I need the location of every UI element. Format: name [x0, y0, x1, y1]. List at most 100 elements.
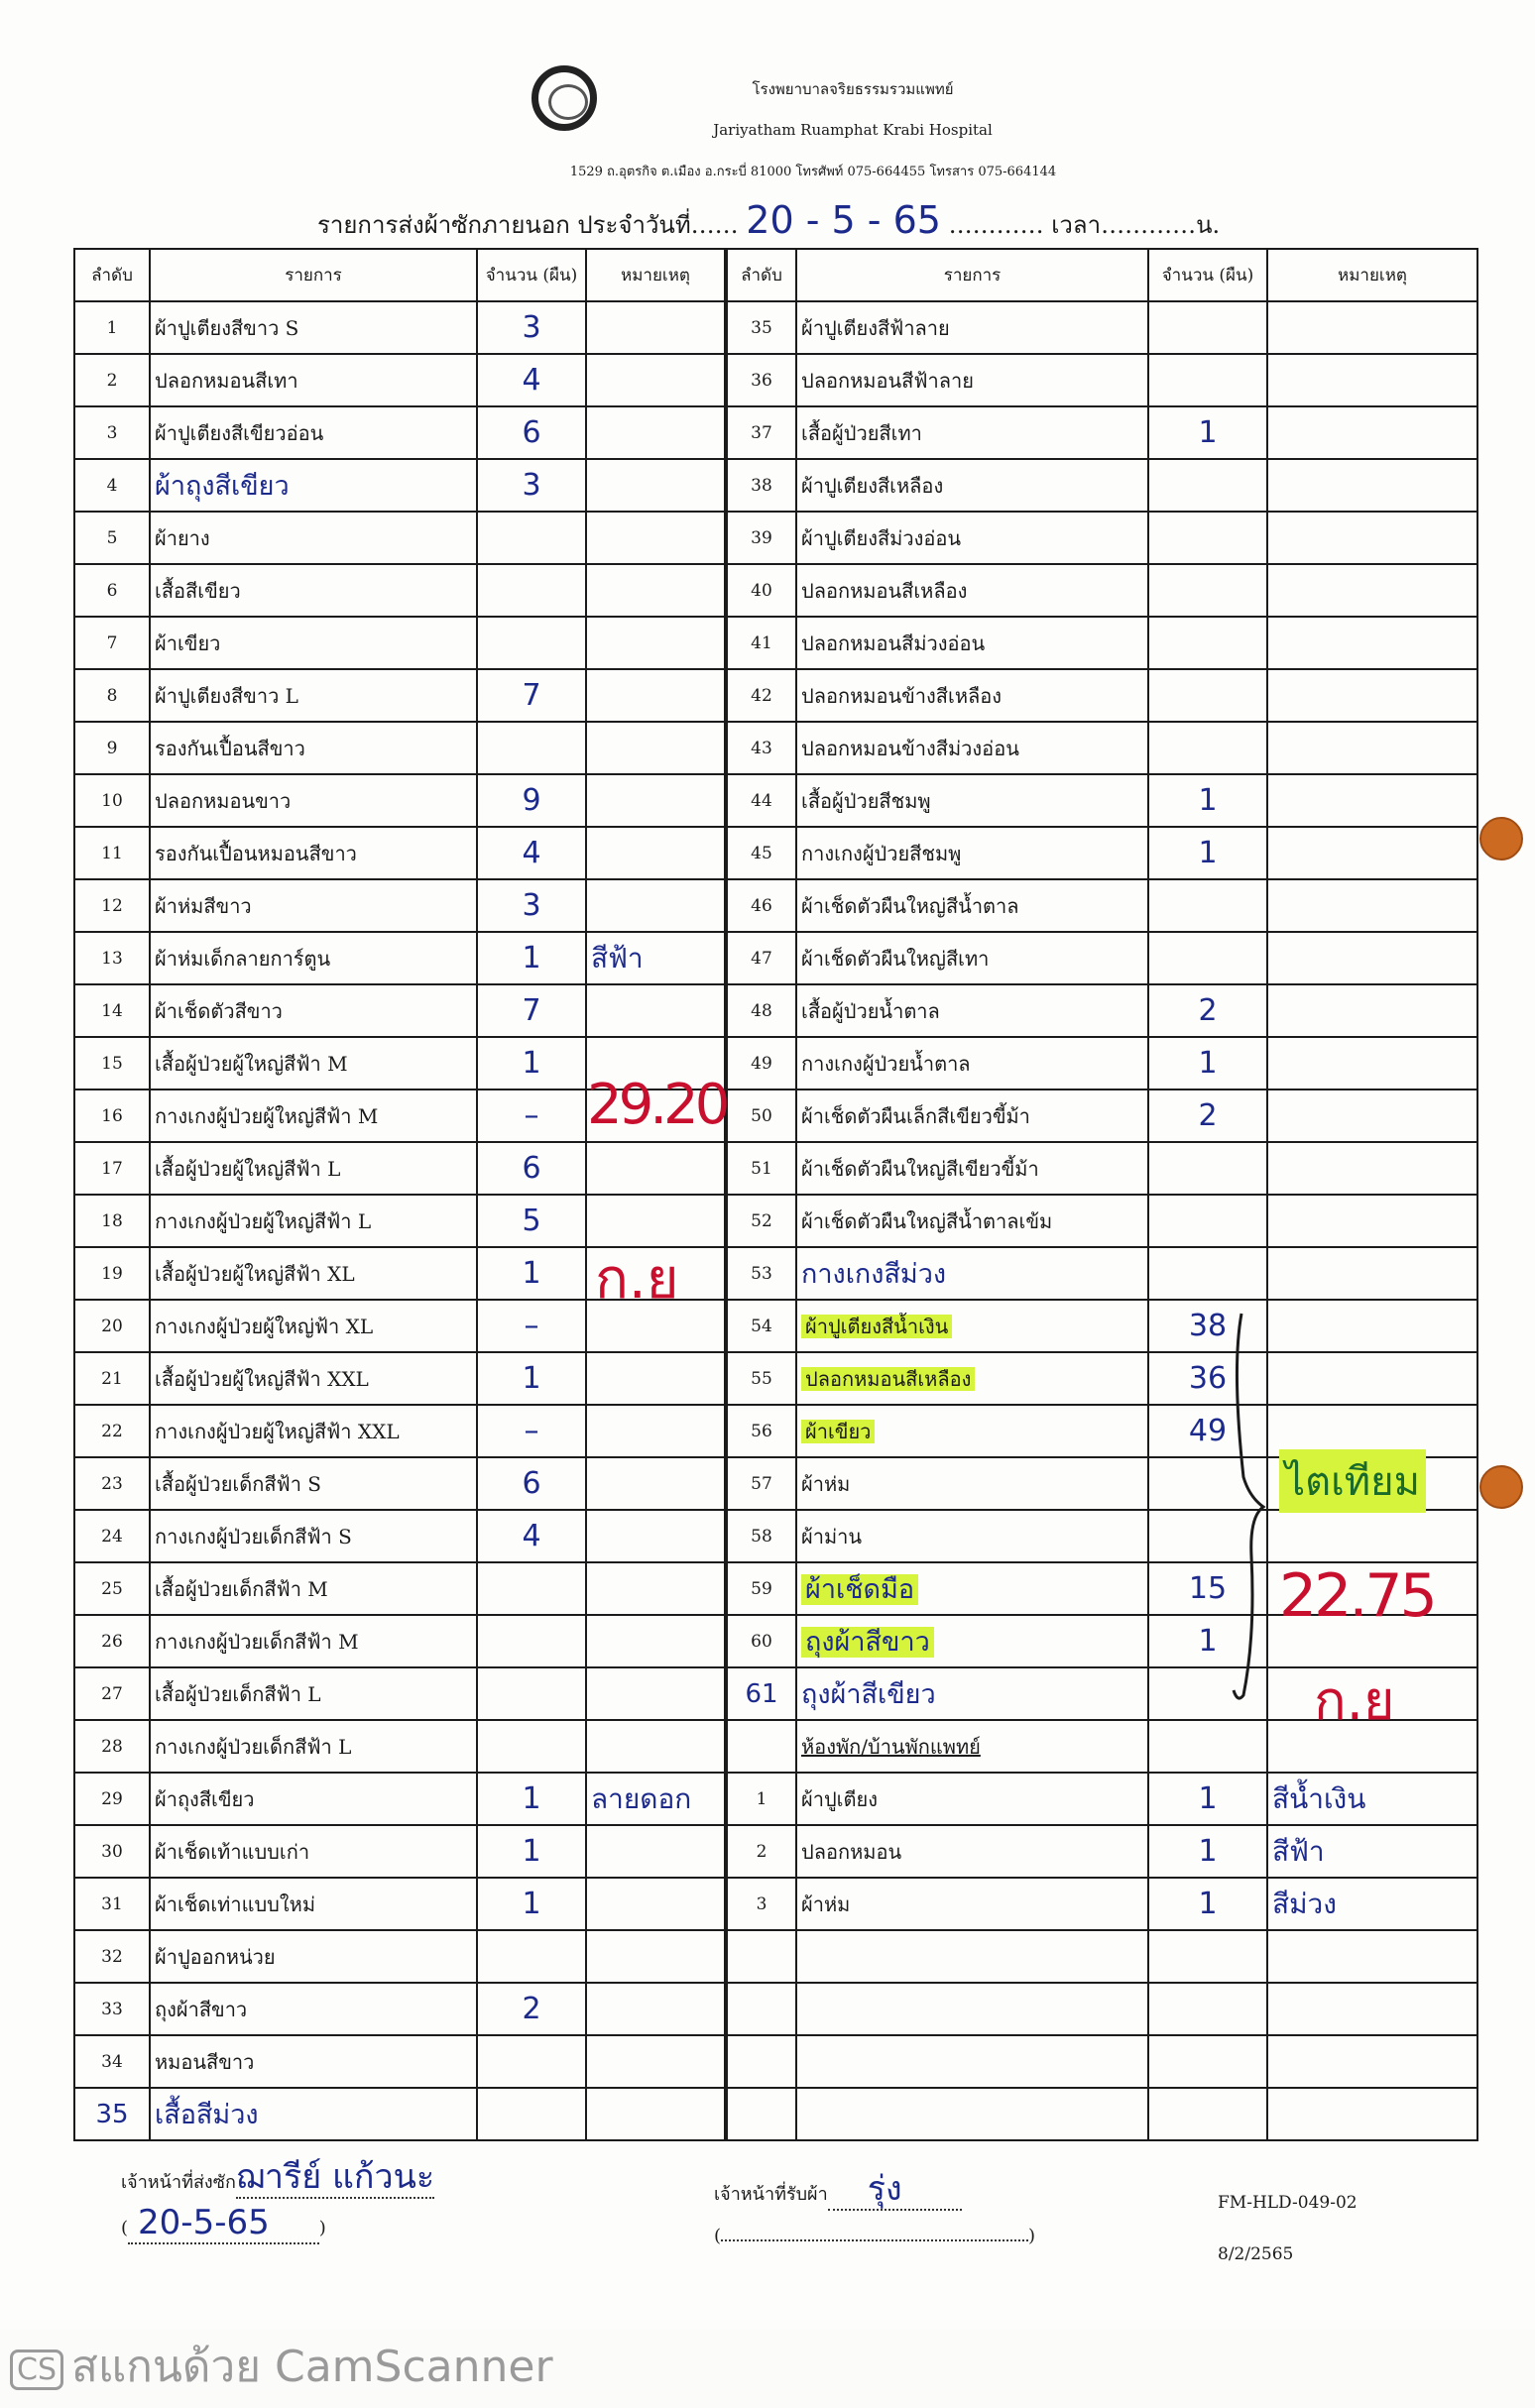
quantity-value: 1 — [1198, 1624, 1218, 1659]
note-cell — [585, 1036, 727, 1090]
time-label: เวลา — [1051, 211, 1102, 239]
note-cell — [585, 300, 727, 355]
item-name: กางเกงผู้ป่วยผู้ใหญ่สีฟ้า M — [149, 1089, 478, 1143]
item-label: ผ้าถุงสีเขียว — [155, 1786, 255, 1811]
table-row: 24 กางเกงผู้ป่วยเด็กสีฟ้า S 4 58 ผ้าม่าน — [73, 1509, 1478, 1563]
table-row: 25 เสื้อผู้ป่วยเด็กสีฟ้า M 59 ผ้าเช็ดมือ 15 — [73, 1561, 1478, 1616]
quantity-value: 5 — [522, 1204, 541, 1238]
row-number: 44 — [724, 773, 797, 828]
col-item: รายการ — [795, 248, 1149, 302]
quantity-value: 1 — [522, 1834, 541, 1869]
row-number-text: 21 — [101, 1368, 123, 1389]
quantity-cell: 1 — [476, 1246, 587, 1301]
quantity-cell: 2 — [476, 1982, 587, 2036]
row-number: 19 — [73, 1246, 151, 1301]
row-number: 58 — [724, 1509, 797, 1563]
quantity-cell: 49 — [1147, 1404, 1268, 1458]
item-name: เสื้อผู้ป่วยเด็กสีฟ้า L — [149, 1666, 478, 1721]
row-number-text: 13 — [101, 948, 123, 969]
item-label: ผ้าห่มเด็กลายการ์ตูน — [155, 946, 331, 971]
item-label: เสื้อผู้ป่วยผู้ใหญ่สีฟ้า XL — [155, 1261, 355, 1286]
row-number-text: 38 — [751, 475, 772, 496]
receiver-label: เจ้าหน้าที่รับผ้า — [714, 2184, 828, 2205]
row-number: 3 — [724, 1877, 797, 1931]
note-cell — [585, 1929, 727, 1984]
item-label: ผ้าปูเตียงสีเหลือง — [801, 473, 944, 498]
item-name: ผ้าปูเตียงสีฟ้าลาย — [795, 300, 1149, 355]
date-handwritten: 20 - 5 - 65 — [746, 198, 941, 242]
quantity-cell: 1 — [476, 1877, 587, 1931]
item-name: ผ้าเช็ดตัวผืนใหญ่สีเทา — [795, 931, 1149, 985]
item-label: กางเกงผู้ป่วยผู้ใหญ่สีฟ้า L — [155, 1208, 372, 1233]
item-name: ถุงผ้าสีขาว — [795, 1614, 1149, 1668]
table-row: 28 กางเกงผู้ป่วยเด็กสีฟ้า L ห้องพัก/บ้านพั… — [73, 1719, 1478, 1774]
item-name: ถุงผ้าสีเขียว — [795, 1666, 1149, 1721]
item-name: ผ้าปูเตียงสีขาว L — [149, 668, 478, 723]
quantity-value: 1 — [522, 1781, 541, 1816]
row-number: 13 — [73, 931, 151, 985]
quantity-value: 36 — [1188, 1361, 1228, 1396]
left-unit-annotation: ก.ย — [595, 1247, 679, 1312]
form-title: รายการส่งผ้าซักภายนอก ประจำวันที่ — [317, 211, 691, 239]
dept-annotation: ไตเทียม — [1279, 1449, 1426, 1513]
item-name: กางเกงผู้ป่วยผู้ใหญ่สีฟ้า XXL — [149, 1404, 478, 1458]
col-note: หมายเหตุ — [1266, 248, 1478, 302]
item-name: รองกันเปื้อนหมอนสีขาว — [149, 826, 478, 880]
quantity-cell — [1147, 1509, 1268, 1563]
row-number: 45 — [724, 826, 797, 880]
quantity-cell — [1147, 616, 1268, 670]
item-name: ผ้าเขียว — [149, 616, 478, 670]
row-number: 32 — [73, 1929, 151, 1984]
quantity-cell: 1 — [1147, 1772, 1268, 1826]
note-cell — [1266, 458, 1478, 513]
row-number: 35 — [724, 300, 797, 355]
item-name: กางเกงผู้ป่วยเด็กสีฟ้า M — [149, 1614, 478, 1668]
item-label: ผ้าปูออกหน่วย — [155, 1944, 276, 1969]
quantity-cell — [1147, 1982, 1268, 2036]
col-qty: จำนวน (ผืน) — [476, 248, 587, 302]
row-number-text: 25 — [101, 1578, 123, 1599]
note-cell — [585, 1877, 727, 1931]
hospital-name-en: Jariyatham Ruamphat Krabi Hospital — [713, 121, 993, 139]
quantity-value: 1 — [522, 1361, 541, 1396]
row-number-text: 8 — [106, 685, 118, 706]
item-name: ปลอกหมอนสีม่วงอ่อน — [795, 616, 1149, 670]
item-name: ผ้าปูเตียงสีเหลือง — [795, 458, 1149, 513]
item-name: ผ้าถุงสีเขียว — [149, 1772, 478, 1826]
item-label: ผ้าเช็ดตัวสีขาว — [155, 998, 283, 1023]
item-label: ผ้าเช็ดตัวผืนใหญ่สีน้ำตาลเข้ม — [801, 1208, 1053, 1233]
row-number: 15 — [73, 1036, 151, 1090]
note-cell — [585, 1561, 727, 1616]
item-label: ห้องพัก/บ้านพักแพทย์ — [801, 1734, 981, 1759]
table-row: 21 เสื้อผู้ป่วยผู้ใหญ่สีฟ้า XXL 1 55 ปลอกหมอ… — [73, 1351, 1478, 1406]
note-cell — [585, 458, 727, 513]
row-number-text: 5 — [106, 527, 118, 548]
row-number-handwritten: 35 — [95, 2099, 129, 2129]
row-number — [724, 1719, 797, 1774]
item-label: ผ้าเขียว — [801, 1419, 876, 1443]
table-row: 7 ผ้าเขียว 41 ปลอกหมอนสีม่วงอ่อน — [73, 616, 1478, 670]
item-name: ปลอกหมอน — [795, 1824, 1149, 1879]
row-number: 41 — [724, 616, 797, 670]
quantity-value: 1 — [522, 1256, 541, 1291]
row-number: 61 — [724, 1666, 797, 1721]
row-number-text: 40 — [751, 580, 772, 601]
note-cell — [1266, 1982, 1478, 2036]
note-cell — [1266, 1089, 1478, 1143]
item-label: เสื้อผู้ป่วยสีเทา — [801, 420, 922, 445]
table-row: 16 กางเกงผู้ป่วยผู้ใหญ่สีฟ้า M – 50 ผ้าเช็ดต… — [73, 1089, 1478, 1143]
item-label: ผ้าเช็ดตัวผืนใหญ่สีเขียวขี้ม้า — [801, 1156, 1039, 1181]
note-cell — [1266, 878, 1478, 933]
note-cell — [585, 773, 727, 828]
note-cell — [585, 878, 727, 933]
item-name: เสื้อผู้ป่วยสีเทา — [795, 405, 1149, 460]
note-cell — [585, 983, 727, 1038]
row-number: 6 — [73, 563, 151, 618]
item-label: หมอนสีขาว — [155, 2049, 255, 2074]
item-label: ปลอกหมอนขาว — [155, 788, 292, 813]
quantity-cell: 36 — [1147, 1351, 1268, 1406]
row-number: 30 — [73, 1824, 151, 1879]
quantity-cell — [1147, 2087, 1268, 2141]
row-number: 8 — [73, 668, 151, 723]
quantity-value: 1 — [1198, 415, 1218, 450]
